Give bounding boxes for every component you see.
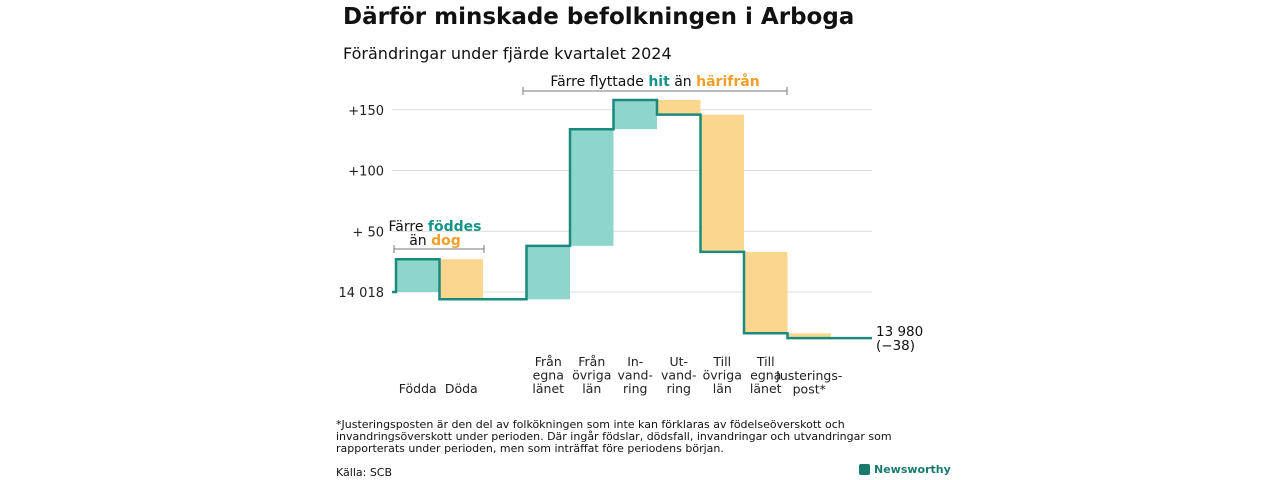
migration-annotation-part: än [670, 74, 696, 90]
x-tick-line: post* [793, 382, 826, 397]
x-tick-line: Födda [399, 381, 437, 396]
bar-1 [396, 259, 440, 292]
deaths-highlight: dog [431, 233, 461, 249]
y-tick-label: + 50 [352, 225, 384, 240]
footnote: *Justeringsposten är den del av folkökni… [336, 418, 892, 455]
x-tick-line: län [582, 381, 601, 396]
x-tick-label: Från egna länet [532, 354, 564, 396]
migration-annotation-part: härifrån [696, 73, 760, 90]
bar-8 [744, 251, 788, 334]
x-tick-line: övriga [572, 368, 611, 383]
bar-5 [613, 100, 657, 130]
bar-2 [439, 259, 483, 300]
bar-4 [570, 129, 614, 246]
bar-6 [657, 100, 701, 115]
x-tick-line: övriga [703, 368, 742, 383]
x-tick-line: Justerings- [775, 368, 842, 383]
x-tick-line: vand- [661, 368, 696, 383]
brand-name: Newsworthy [874, 463, 951, 476]
x-tick-label: Ut-vand-ring [661, 354, 696, 396]
y-tick-label: 14 018 [339, 286, 385, 301]
x-tick-line: In- [627, 354, 643, 369]
step-line [392, 98, 872, 340]
x-tick-line: länet [532, 381, 564, 396]
bar-9 [787, 333, 831, 339]
births-annotation-text: än [409, 233, 431, 249]
x-tick-line: egna [750, 368, 781, 383]
x-tick-line: vand- [618, 368, 653, 383]
brand-logo: Newsworthy [859, 463, 951, 476]
migration-annotation-part: Färre flyttade [550, 74, 648, 90]
x-tick-label: Till övriga län [703, 354, 742, 396]
x-tick-line: Till [756, 354, 775, 369]
x-tick-line: ring [667, 381, 691, 396]
x-tick-line: egna [533, 368, 564, 383]
end-value-label: 13 980 [876, 324, 923, 340]
source-text: Källa: SCB [336, 466, 393, 479]
x-tick-line: Från [578, 354, 605, 369]
x-tick-line: Döda [445, 381, 478, 396]
x-tick-label: Från övriga län [572, 354, 611, 396]
x-tick-line: länet [750, 381, 782, 396]
y-tick-label: +150 [348, 104, 384, 119]
x-tick-label: In-vand-ring [618, 354, 653, 396]
x-tick-line: Till [712, 354, 731, 369]
births-highlight: föddes [428, 219, 482, 235]
x-tick-label: Justerings-post* [775, 368, 842, 397]
migration-annotation-part: hit [648, 74, 670, 90]
x-tick-line: län [713, 381, 732, 396]
end-change-label: (−38) [876, 338, 915, 354]
bar-7 [700, 114, 744, 252]
x-tick-label: Födda [399, 381, 437, 396]
migration-annotation: Färre flyttade hit än härifrån [550, 73, 759, 90]
x-tick-line: Från [535, 354, 562, 369]
births-annotation-line2: än dog [409, 233, 461, 249]
x-tick-line: Ut- [669, 354, 688, 369]
x-tick-line: ring [623, 381, 647, 396]
births-annotation-text: Färre [389, 219, 428, 235]
chart-subtitle: Förändringar under fjärde kvartalet 2024 [343, 44, 672, 63]
x-tick-label: Döda [445, 381, 478, 396]
bar-3 [526, 245, 570, 300]
y-tick-label: +100 [348, 165, 384, 180]
chart-title: Därför minskade befolkningen i Arboga [343, 4, 855, 30]
newsworthy-icon [859, 464, 870, 475]
births-annotation-line1: Färre föddes [389, 219, 482, 235]
x-tick-label: Till egna länet [750, 354, 782, 396]
